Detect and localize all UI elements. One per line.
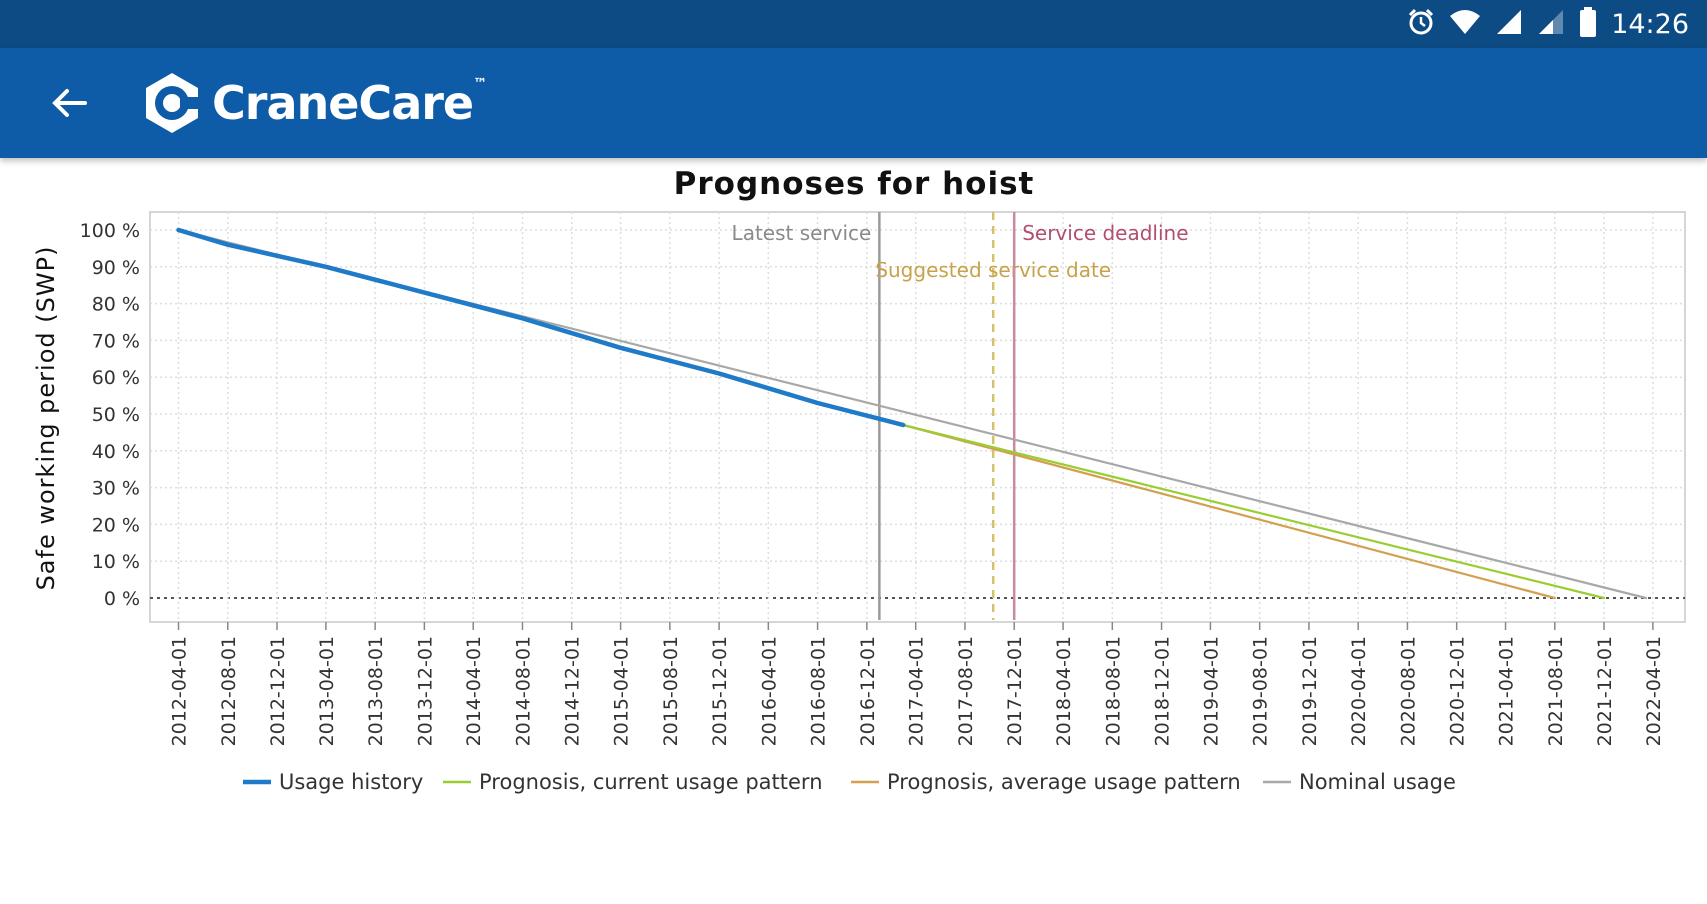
logo-trademark: ™ [473,76,488,92]
plot-area [149,211,1686,623]
x-tick-label: 2020-12-01 [1447,636,1469,746]
x-tick-label: 2020-08-01 [1397,636,1419,746]
grid-lines [150,212,1685,630]
x-tick-label: 2021-04-01 [1496,636,1518,746]
x-tick-label: 2014-12-01 [562,636,584,746]
y-tick-label: 30 % [92,478,140,500]
y-tick-label: 70 % [92,330,140,352]
y-tick-label: 90 % [92,257,140,279]
x-tick-label: 2012-08-01 [218,636,240,746]
x-tick-label: 2018-04-01 [1053,636,1075,746]
app-bar: CraneCare ™ [0,48,1707,158]
x-tick-label: 2015-08-01 [660,636,682,746]
x-tick-label: 2019-04-01 [1200,636,1222,746]
cranecare-logo: CraneCare ™ [140,70,487,136]
series-line [176,227,906,428]
logo-text: CraneCare [212,76,474,130]
status-icons: 14:26 [1407,0,1689,48]
x-tick-label: 2016-04-01 [758,636,780,746]
x-tick-label: 2017-12-01 [1004,636,1026,746]
signal-weak-icon [1537,8,1565,40]
x-tick-label: 2014-04-01 [463,636,485,746]
x-tick-label: 2013-08-01 [365,636,387,746]
x-tick-label: 2018-12-01 [1152,636,1174,746]
x-tick-label: 2016-12-01 [857,636,879,746]
series-lines [176,227,1648,600]
series-line [902,423,1606,600]
x-tick-label: 2016-08-01 [808,636,830,746]
y-tick-label: 10 % [92,551,140,573]
chart-container: Prognoses for hoist 100 % 90 % 80 % 70 % 60 … [0,160,1707,900]
prognosis-chart: Prognoses for hoist 100 % 90 % 80 % 70 % 60 … [32,166,1686,794]
y-tick-label: 50 % [92,404,140,426]
x-tick-labels: 2012-04-01 2012-08-01 2012-12-01 2013-04-01… [169,636,1665,746]
y-tick-label: 0 % [104,588,140,610]
x-tick-label: 2021-08-01 [1545,636,1567,746]
y-tick-label: 100 % [80,220,140,242]
x-tick-label: 2020-04-01 [1348,636,1370,746]
y-tick-labels: 100 % 90 % 80 % 70 % 60 % 50 % 40 % 30 % 20 % 10 … [80,220,140,610]
service-marker-label: Suggested service date [875,258,1111,282]
chart-title: Prognoses for hoist [674,166,1035,202]
x-tick-label: 2021-12-01 [1594,636,1616,746]
legend-label: Nominal usage [1299,770,1456,794]
x-tick-label: 2017-04-01 [906,636,928,746]
x-tick-label: 2015-04-01 [611,636,633,746]
wifi-icon [1449,8,1481,40]
x-tick-label: 2013-12-01 [414,636,436,746]
y-tick-label: 20 % [92,514,140,536]
status-bar: 14:26 [0,0,1707,48]
signal-icon [1495,8,1523,40]
y-tick-label: 80 % [92,294,140,316]
x-tick-label: 2022-04-01 [1643,636,1665,746]
chart-legend: Usage history Prognosis, current usage pa… [243,770,1456,794]
series-line [902,423,1556,600]
x-tick-label: 2018-08-01 [1102,636,1124,746]
y-tick-label: 60 % [92,367,140,389]
legend-label: Usage history [279,770,423,794]
x-tick-label: 2015-12-01 [709,636,731,746]
status-time: 14:26 [1611,8,1689,40]
x-tick-label: 2012-12-01 [267,636,289,746]
service-marker-label: Latest service [732,221,872,245]
service-marker-label: Service deadline [1022,221,1188,245]
arrow-left-icon [52,89,87,117]
battery-icon [1579,7,1597,41]
y-tick-label: 40 % [92,441,140,463]
x-tick-label: 2014-08-01 [512,636,534,746]
legend-label: Prognosis, average usage pattern [887,770,1241,794]
alarm-icon [1407,8,1435,40]
x-tick-label: 2013-04-01 [316,636,338,746]
x-tick-label: 2012-04-01 [169,636,191,746]
back-button[interactable] [40,74,98,132]
y-axis-label: Safe working period (SWP) [32,246,60,591]
x-tick-label: 2019-12-01 [1299,636,1321,746]
x-tick-label: 2017-08-01 [955,636,977,746]
x-tick-label: 2019-08-01 [1250,636,1272,746]
legend-label: Prognosis, current usage pattern [479,770,823,794]
cranecare-logo-icon [146,73,200,133]
